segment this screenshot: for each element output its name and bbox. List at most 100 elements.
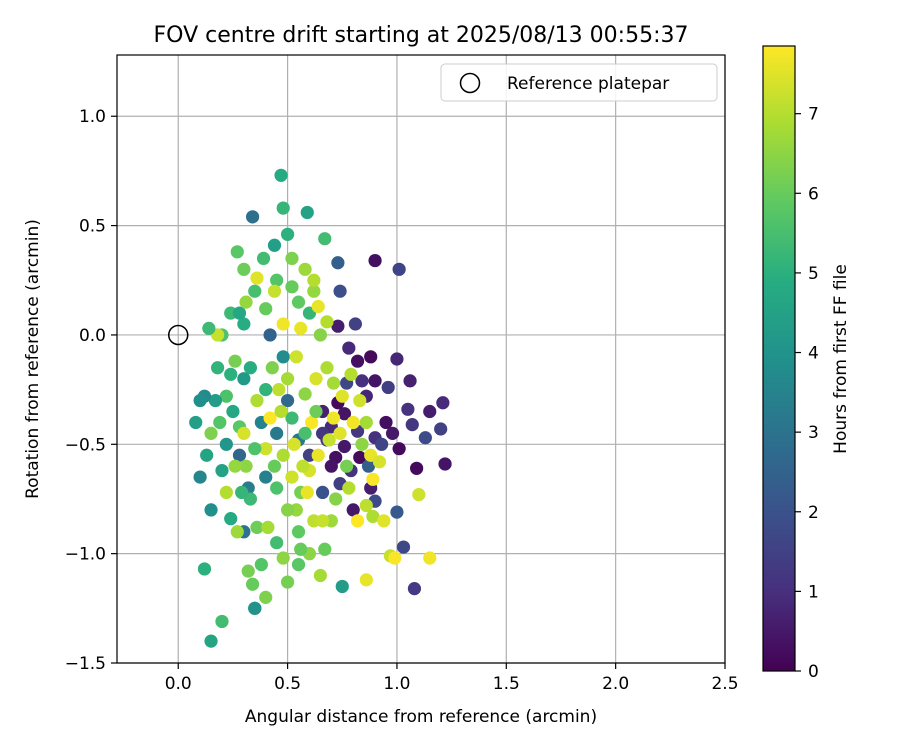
data-point — [359, 573, 373, 587]
data-point — [250, 520, 264, 535]
data-point — [372, 455, 387, 469]
data-point — [267, 459, 282, 473]
data-point — [261, 520, 275, 535]
data-point — [326, 411, 341, 425]
colorbar-ticks: 0 1 2 3 4 5 6 7 — [795, 105, 819, 682]
data-point — [366, 509, 380, 524]
colorbar-tick-label: 6 — [808, 184, 819, 204]
data-point — [361, 459, 376, 473]
y-axis: −1.5 −1.0 −0.5 0.0 0.5 1.0 — [65, 107, 117, 674]
data-point — [224, 512, 238, 526]
data-point — [204, 503, 218, 517]
data-point — [294, 321, 308, 335]
y-tick-label: 0.5 — [79, 217, 106, 237]
colorbar-gradient — [762, 45, 796, 672]
data-point — [318, 542, 332, 556]
data-point — [390, 505, 404, 519]
data-point — [256, 251, 271, 265]
data-point — [346, 415, 360, 430]
data-point — [250, 271, 264, 285]
x-axis-label: Angular distance from reference (arcmin) — [245, 707, 597, 727]
data-point — [250, 393, 264, 408]
data-point — [245, 577, 260, 591]
data-point — [381, 380, 395, 395]
data-point — [405, 418, 419, 432]
data-point — [396, 540, 411, 554]
data-point — [270, 536, 284, 550]
data-point — [307, 273, 321, 287]
y-tick-label: 0.0 — [79, 326, 106, 346]
data-point — [423, 404, 437, 419]
data-point — [228, 459, 242, 473]
data-point — [274, 404, 288, 419]
data-point — [276, 551, 290, 565]
x-tick-label: 2.5 — [711, 674, 738, 694]
data-point — [377, 514, 391, 528]
data-point — [337, 407, 352, 421]
data-point — [276, 350, 290, 364]
data-point — [237, 262, 251, 276]
y-tick-label: 1.0 — [79, 107, 106, 127]
data-point — [243, 361, 258, 375]
data-point — [305, 415, 319, 430]
data-point — [320, 361, 334, 375]
data-point — [390, 352, 404, 366]
data-point — [204, 634, 218, 648]
data-point — [368, 253, 382, 268]
data-point — [193, 470, 207, 484]
data-point — [265, 361, 279, 375]
data-point — [259, 383, 273, 397]
data-point — [267, 284, 282, 298]
data-point — [263, 328, 277, 342]
data-point — [294, 542, 308, 556]
data-point — [270, 481, 284, 495]
data-point — [337, 439, 352, 454]
data-point — [235, 485, 249, 500]
y-tick-label: −1.0 — [65, 545, 106, 565]
x-axis: 0.0 0.5 1.0 1.5 2.0 2.5 — [165, 663, 739, 694]
data-point — [385, 426, 400, 440]
data-point — [298, 387, 312, 401]
colorbar-tick-label: 0 — [808, 662, 819, 682]
x-tick-label: 0.5 — [274, 674, 301, 694]
data-point — [326, 376, 341, 390]
y-axis-label: Rotation from reference (arcmin) — [23, 219, 43, 499]
data-point — [364, 350, 378, 364]
data-point — [346, 503, 360, 517]
data-point — [285, 411, 299, 425]
data-point — [342, 341, 356, 355]
colorbar-tick-label: 5 — [808, 264, 819, 284]
data-point — [298, 426, 312, 440]
data-point — [315, 485, 330, 500]
data-point — [388, 551, 402, 565]
data-point — [311, 448, 325, 462]
data-point — [213, 415, 227, 430]
data-point — [307, 284, 321, 298]
data-point — [276, 201, 290, 215]
data-point — [407, 582, 422, 596]
x-tick-label: 1.0 — [383, 674, 410, 694]
data-point — [291, 525, 306, 539]
data-point — [276, 448, 290, 462]
data-point — [230, 245, 244, 259]
data-point — [219, 485, 233, 500]
data-point — [259, 590, 273, 604]
data-point — [237, 317, 251, 331]
data-point — [436, 396, 450, 410]
data-point — [215, 463, 229, 478]
data-point — [392, 262, 406, 276]
data-point — [329, 492, 343, 506]
data-point — [348, 317, 362, 331]
data-point — [287, 437, 301, 451]
data-point — [224, 367, 238, 381]
data-point — [309, 404, 323, 419]
data-point — [366, 472, 380, 486]
legend-reference-marker-icon — [459, 72, 481, 94]
data-point — [204, 426, 218, 440]
data-points — [189, 168, 452, 648]
data-point — [263, 411, 277, 425]
data-point — [276, 317, 290, 331]
data-point — [423, 551, 437, 565]
data-point — [259, 442, 273, 456]
data-point — [280, 227, 295, 241]
